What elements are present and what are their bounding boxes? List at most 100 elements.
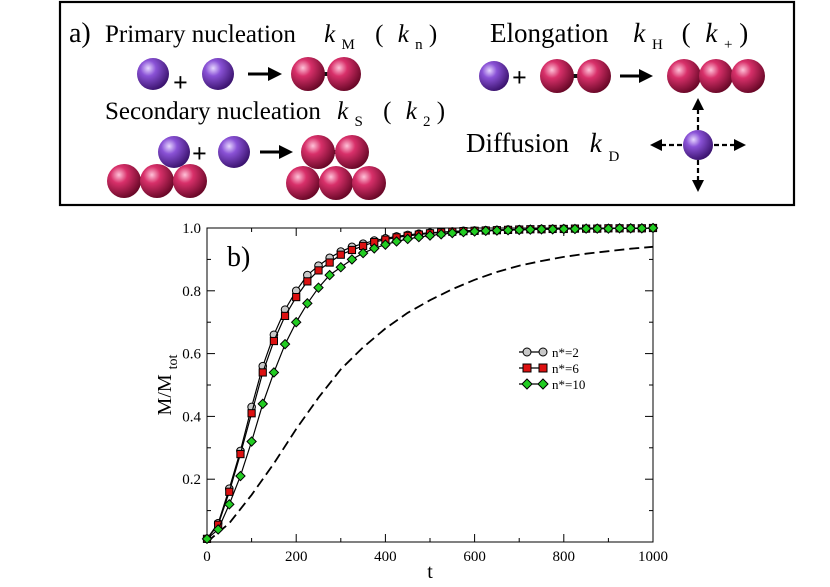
legend-label: n*=10 (552, 377, 585, 392)
data-point (480, 225, 492, 237)
series-line (206, 227, 654, 540)
monomer-sphere (683, 130, 713, 160)
primary-nucleation-reaction: + (137, 57, 361, 97)
secondary-k: k (337, 98, 349, 125)
x-tick-label: 0 (203, 549, 211, 565)
legend-marker-diamond (521, 378, 533, 390)
secondary-alt-close: ) (437, 98, 445, 125)
x-tick-label: 1000 (638, 549, 668, 565)
data-point (591, 223, 603, 234)
data-point (290, 316, 302, 328)
data-point (625, 223, 637, 234)
primary-nucleation-text: Primary nucleation (105, 21, 296, 48)
data-point (335, 261, 347, 273)
legend-marker-circle (538, 347, 548, 357)
data-point (324, 269, 335, 281)
data-point (502, 224, 514, 236)
chart-panel-label: b) (227, 242, 250, 273)
data-point (558, 223, 570, 235)
data-point (292, 292, 301, 302)
diffusion-text: Diffusion (466, 128, 570, 158)
primary-alt-k: k (398, 21, 410, 48)
data-point (223, 499, 235, 510)
data-point (347, 245, 357, 255)
aggregate-sphere (319, 166, 353, 200)
aggregate-sphere (301, 135, 335, 169)
data-point (547, 223, 558, 235)
aggregate-sphere (577, 59, 611, 93)
elongation-plus-sign: + (512, 63, 527, 92)
y-tick-label: 0.6 (182, 347, 201, 363)
reference-dashed-curve (206, 245, 654, 543)
elongation-k-sub: H (652, 37, 663, 53)
primary-plus-sign: + (173, 68, 188, 97)
y-axis-label-main: M/M (154, 374, 176, 415)
y-tick-label: 0.2 (182, 472, 201, 488)
elongation-text: Elongation (490, 18, 609, 48)
legend-marker-diamond (537, 378, 549, 390)
data-point (225, 487, 234, 496)
secondary-nucleation-label: Secondary nucleation k S ( k 2 ) (105, 98, 445, 132)
data-point (368, 243, 380, 254)
series-square (202, 223, 658, 543)
series-layer (201, 222, 659, 545)
data-point (402, 233, 414, 245)
aggregate-sphere (352, 166, 386, 200)
y-tick-labels: 0.2 0.4 0.6 0.8 1.0 (182, 221, 201, 488)
data-point (391, 236, 402, 247)
data-point (446, 227, 458, 239)
aggregate-sphere (173, 164, 207, 198)
reaction-scheme-panel: a) Primary nucleation k M ( k n ) + Seco… (58, 0, 796, 207)
series-line (206, 227, 654, 540)
legend-marker-square (538, 363, 548, 373)
legend-label: n*=2 (552, 345, 579, 360)
legend-entry: n*=10 (519, 377, 585, 392)
aggregate-sphere (699, 59, 733, 93)
data-point (603, 223, 614, 234)
arrow-head (279, 145, 293, 159)
data-point (647, 222, 659, 234)
elongation-reaction: + (479, 59, 765, 93)
aggregate-sphere (335, 135, 369, 169)
legend-marker-square (522, 363, 532, 373)
data-point (569, 223, 581, 235)
data-point (313, 282, 324, 293)
data-point (380, 239, 391, 250)
data-point (525, 224, 536, 235)
x-tick-labels: 0 200 400 600 800 1000 (203, 549, 668, 565)
data-point (469, 226, 480, 237)
diffusion-symbol (650, 98, 746, 192)
secondary-plus-sign: + (192, 139, 207, 168)
secondary-nucleation-reaction: + (107, 135, 386, 200)
kinetics-chart: 0 200 400 600 800 1000 0.2 0.4 0.6 0.8 1.0 b) t M… (154, 221, 668, 583)
y-axis-label-sub: tot (166, 354, 181, 369)
elongation-alt-sub: + (724, 37, 732, 53)
arrow-head (692, 98, 704, 110)
primary-alt-close: ) (429, 21, 437, 48)
arrow-head (734, 139, 746, 151)
data-point (246, 436, 257, 447)
arrow-head (650, 139, 662, 151)
diffusion-k-sub: D (609, 149, 620, 165)
aggregate-sphere (107, 164, 141, 198)
aggregate-sphere (731, 59, 765, 93)
legend: n*=2 n*=6 n*=10 (519, 345, 585, 392)
aggregate-sphere (327, 57, 361, 91)
legend-marker-circle (522, 347, 532, 357)
legend-entry: n*=6 (519, 361, 579, 376)
data-point (536, 223, 547, 235)
data-point (235, 470, 246, 482)
x-tick-label: 600 (463, 549, 486, 565)
y-tick-label: 0.8 (182, 284, 201, 300)
arrow-head (692, 180, 704, 192)
data-point (201, 533, 213, 545)
monomer-sphere (202, 58, 234, 90)
aggregate-sphere (291, 57, 325, 91)
x-tick-label: 400 (374, 549, 397, 565)
secondary-nucleation-text: Secondary nucleation (105, 98, 321, 125)
primary-alt-open: ( (375, 21, 383, 48)
series-diamond (201, 222, 659, 545)
arrow-head (639, 69, 653, 83)
data-point (212, 524, 224, 535)
